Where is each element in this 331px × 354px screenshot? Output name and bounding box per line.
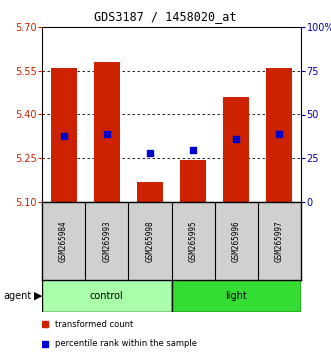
Point [277,131,282,137]
Point [42,341,47,347]
Text: GSM265993: GSM265993 [102,220,111,262]
Bar [94,62,120,202]
Text: light: light [225,291,247,301]
Bar [137,182,163,202]
Bar [42,280,171,312]
Text: transformed count: transformed count [55,320,133,329]
Text: GDS3187 / 1458020_at: GDS3187 / 1458020_at [94,10,237,23]
Text: ▶: ▶ [34,291,42,301]
Bar [180,160,206,202]
Text: GSM265996: GSM265996 [232,220,241,262]
Bar [266,68,292,202]
Text: percentile rank within the sample: percentile rank within the sample [55,339,197,348]
Text: GSM265984: GSM265984 [59,220,68,262]
Bar [171,280,301,312]
Bar [51,68,76,202]
Text: GSM265998: GSM265998 [145,220,155,262]
Point [61,133,66,139]
Point [104,131,110,137]
Point [147,150,153,156]
Text: control: control [90,291,123,301]
Point [42,321,47,327]
Point [234,136,239,142]
Point [190,147,196,153]
Text: GSM265997: GSM265997 [275,220,284,262]
Bar [223,97,249,202]
Text: GSM265995: GSM265995 [189,220,198,262]
Text: agent: agent [3,291,31,301]
